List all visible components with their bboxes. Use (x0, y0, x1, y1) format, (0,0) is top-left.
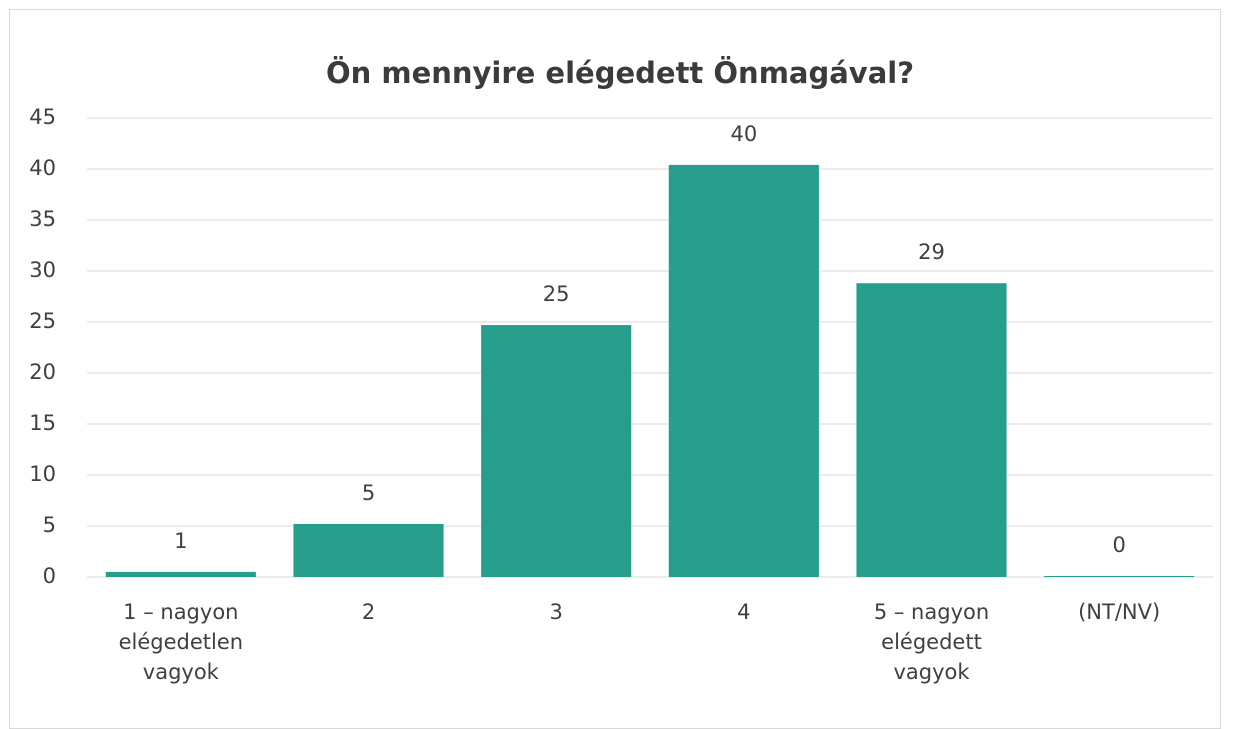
y-tick-label: 0 (43, 564, 56, 588)
y-tick-label: 5 (43, 513, 56, 537)
bar (481, 325, 632, 577)
y-tick-label: 25 (29, 309, 56, 333)
y-tick-label: 45 (29, 105, 56, 129)
y-tick-label: 10 (29, 462, 56, 486)
y-tick-label: 20 (29, 360, 56, 384)
bar (1044, 575, 1195, 577)
y-tick-label: 35 (29, 207, 56, 231)
bar (856, 283, 1007, 577)
x-tick-label: 5 – nagyon elégedett vagyok (873, 600, 990, 684)
data-label: 1 (174, 529, 187, 553)
bar (105, 571, 256, 577)
data-label: 29 (918, 240, 945, 264)
x-tick-label: 2 (361, 600, 376, 624)
x-tick-label: 3 (549, 600, 563, 624)
data-label: 25 (543, 282, 570, 306)
chart-title: Ön mennyire elégedett Önmagával? (326, 56, 914, 90)
page: Ön mennyire elégedett Önmagával? 0 5 10 15 2… (9, 9, 1221, 729)
y-tick-label: 30 (29, 258, 56, 282)
bar (668, 164, 819, 578)
y-tick-label: 15 (29, 411, 56, 435)
y-tick-label: 40 (29, 156, 56, 180)
x-tick-label: 1 – nagyon elégedetlen vagyok (118, 600, 244, 684)
data-label: 0 (1112, 533, 1125, 557)
data-label: 5 (362, 481, 375, 505)
x-tick-label: 4 (737, 600, 751, 624)
x-tick-label: (NT/NV) (1078, 600, 1161, 624)
chart: Ön mennyire elégedett Önmagával? 0510152… (29, 56, 1213, 588)
bar (293, 523, 444, 577)
data-label: 40 (730, 122, 757, 146)
